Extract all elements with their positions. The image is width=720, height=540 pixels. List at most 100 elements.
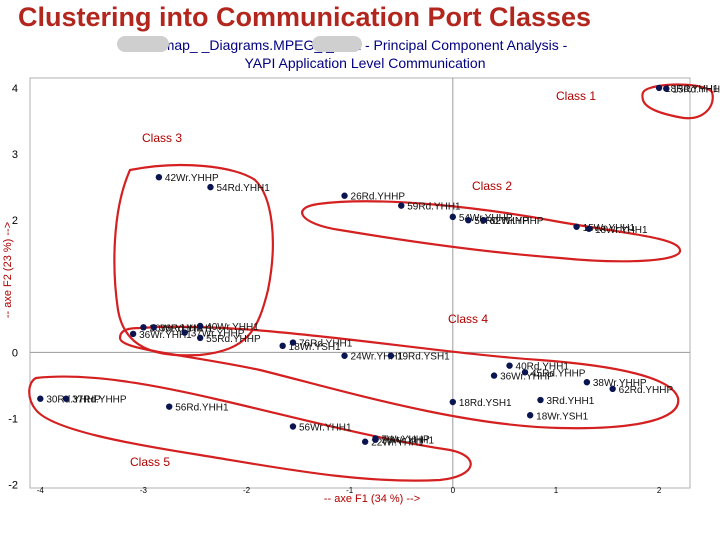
data-point <box>449 398 457 406</box>
data-point <box>289 339 297 346</box>
data-point <box>207 183 214 191</box>
data-point <box>155 173 163 181</box>
point-label: 56Rd.YHHP <box>474 216 529 227</box>
plot-frame <box>29 77 691 489</box>
class-5-outline <box>28 375 472 482</box>
data-point <box>480 216 487 224</box>
y-tick-label: 2 <box>12 215 18 227</box>
point-label: 18Wr.YHH1 <box>595 225 648 236</box>
data-point <box>398 202 405 209</box>
data-point <box>341 352 348 359</box>
x-axis-label: -- axe F1 (34 %) --> <box>324 493 420 505</box>
data-point <box>526 412 534 419</box>
y-tick-label: -2 <box>8 480 18 492</box>
class-label: Class 3 <box>142 131 182 145</box>
y-tick-label: 4 <box>12 83 18 95</box>
point-label: 62Wr.YHHP <box>490 216 544 227</box>
data-point <box>129 330 137 338</box>
point-label: 30Wr.YHHP <box>149 323 203 334</box>
x-tick-label: -2 <box>243 486 251 495</box>
point-label: 15Rd.YHH1 <box>672 85 720 96</box>
data-point <box>62 395 70 402</box>
data-point <box>609 385 616 393</box>
x-tick-label: 1 <box>554 486 559 495</box>
point-label: 62Rd.YHHP <box>619 385 674 396</box>
class-label: Class 1 <box>556 89 596 103</box>
class-2-outline <box>301 200 682 263</box>
data-point <box>289 423 297 430</box>
x-tick-label: -1 <box>346 486 354 495</box>
slide-subtitle: map_ _Diagrams.MPEG_ _SH2 - Principal Co… <box>60 36 670 72</box>
y-tick-label: 3 <box>12 149 18 161</box>
data-point <box>279 342 286 350</box>
point-label: 42Wr.YHHP <box>165 173 219 184</box>
x-tick-label: 0 <box>451 486 456 495</box>
data-point <box>361 438 369 445</box>
subtitle-line-1: map_ _Diagrams.MPEG_ _SH2 - Principal Co… <box>162 37 568 53</box>
data-point <box>490 372 498 379</box>
point-label: 59Rd.YHH1 <box>407 202 461 213</box>
data-point <box>341 192 348 199</box>
point-label: 36Wr.YHHP <box>500 372 554 383</box>
data-point <box>583 378 591 386</box>
point-label: 19Rd.YSH1 <box>397 352 450 363</box>
class-label: Class 5 <box>130 455 170 469</box>
point-label: 40Wr.YHH1 <box>206 322 259 333</box>
class-3-outline <box>113 163 274 357</box>
point-label: 3Rd.YHH1 <box>546 396 594 407</box>
data-point <box>387 352 395 359</box>
y-axis-label: -- axe F2 (23 %) --> <box>2 222 14 318</box>
point-label: 18Rd.YHH1 <box>665 84 719 95</box>
x-tick-label: -4 <box>37 486 45 495</box>
data-point <box>196 322 204 330</box>
data-point <box>181 329 188 336</box>
point-label: 76Rd.YHH1 <box>299 339 353 350</box>
point-label: 30Wr.YHH1 <box>381 436 434 447</box>
point-label: 36Rd.YHH1 <box>160 323 214 334</box>
class-label: Class 2 <box>472 179 512 193</box>
x-tick-label: 2 <box>657 486 662 495</box>
point-label: 22Wr.YHH1 <box>371 438 424 449</box>
slide-title: Clustering into Communication Port Class… <box>18 2 592 32</box>
point-label: 18Wr.YSH1 <box>536 411 588 422</box>
redaction-mask <box>117 36 169 52</box>
data-point <box>537 396 544 404</box>
data-point <box>663 85 670 92</box>
data-point <box>465 216 472 224</box>
subtitle-line-2: YAPI Application Level Communication <box>244 55 486 71</box>
point-label: 36Wr.YHH1 <box>139 330 192 341</box>
class-1-outline <box>641 83 714 120</box>
point-label: 56Wr.YHH1 <box>299 423 352 434</box>
data-point <box>37 395 44 402</box>
point-label: 7Wr.YHHP <box>381 434 429 445</box>
data-point <box>573 223 580 230</box>
data-point <box>449 213 457 221</box>
point-label: 15Wr.YHH1 <box>583 223 636 234</box>
data-point <box>150 324 157 331</box>
redaction-mask <box>312 36 362 52</box>
point-label: 37Rd.YHHP <box>72 395 127 406</box>
data-point <box>196 334 204 342</box>
y-tick-label: -1 <box>8 414 18 426</box>
y-tick-label: 0 <box>12 347 18 359</box>
point-label: 18Rd.YSH1 <box>459 398 512 409</box>
point-label: 40Rd.YHH1 <box>516 362 570 373</box>
data-point <box>140 324 147 331</box>
x-tick-label: -3 <box>140 486 148 495</box>
data-point <box>585 225 593 232</box>
point-label: 24Wr.YHH1 <box>351 352 404 363</box>
point-label: 18Wr.YSH1 <box>289 342 341 353</box>
point-label: 54Rd.YHH1 <box>216 183 270 194</box>
point-label: 30Rd.YHHP <box>46 395 101 406</box>
point-label: 55Rd.YHHP <box>206 334 261 345</box>
point-label: 38Wr.YHHP <box>593 378 647 389</box>
point-label: 37Wr.YHHP <box>191 329 245 340</box>
point-label: 45Rd.YHHP <box>531 368 586 379</box>
data-point <box>521 369 529 376</box>
point-label: 56Rd.YHH1 <box>175 403 229 414</box>
data-point <box>166 403 173 410</box>
data-point <box>372 435 379 442</box>
class-4-outline <box>118 325 680 430</box>
data-point <box>506 362 513 369</box>
